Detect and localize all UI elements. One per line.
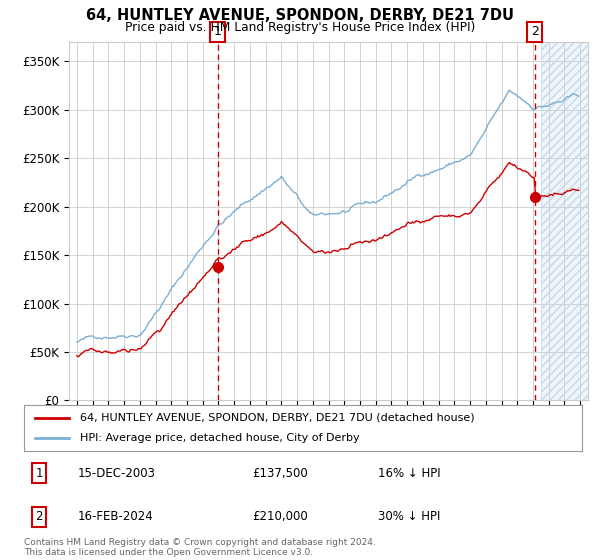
- Text: 1: 1: [214, 25, 222, 39]
- Text: 1: 1: [35, 466, 43, 480]
- Text: HPI: Average price, detached house, City of Derby: HPI: Average price, detached house, City…: [80, 433, 359, 443]
- Text: 2: 2: [531, 25, 539, 39]
- Text: 15-DEC-2003: 15-DEC-2003: [78, 466, 156, 480]
- Text: 64, HUNTLEY AVENUE, SPONDON, DERBY, DE21 7DU (detached house): 64, HUNTLEY AVENUE, SPONDON, DERBY, DE21…: [80, 413, 475, 423]
- Bar: [541, 42, 588, 400]
- Text: 16% ↓ HPI: 16% ↓ HPI: [378, 466, 440, 480]
- Text: 30% ↓ HPI: 30% ↓ HPI: [378, 510, 440, 524]
- Text: £137,500: £137,500: [252, 466, 308, 480]
- Text: 64, HUNTLEY AVENUE, SPONDON, DERBY, DE21 7DU: 64, HUNTLEY AVENUE, SPONDON, DERBY, DE21…: [86, 8, 514, 24]
- Text: £210,000: £210,000: [252, 510, 308, 524]
- Text: 16-FEB-2024: 16-FEB-2024: [78, 510, 154, 524]
- Text: 2: 2: [35, 510, 43, 524]
- Text: Price paid vs. HM Land Registry's House Price Index (HPI): Price paid vs. HM Land Registry's House …: [125, 21, 475, 34]
- Bar: [541, 42, 588, 400]
- Text: Contains HM Land Registry data © Crown copyright and database right 2024.
This d: Contains HM Land Registry data © Crown c…: [24, 538, 376, 557]
